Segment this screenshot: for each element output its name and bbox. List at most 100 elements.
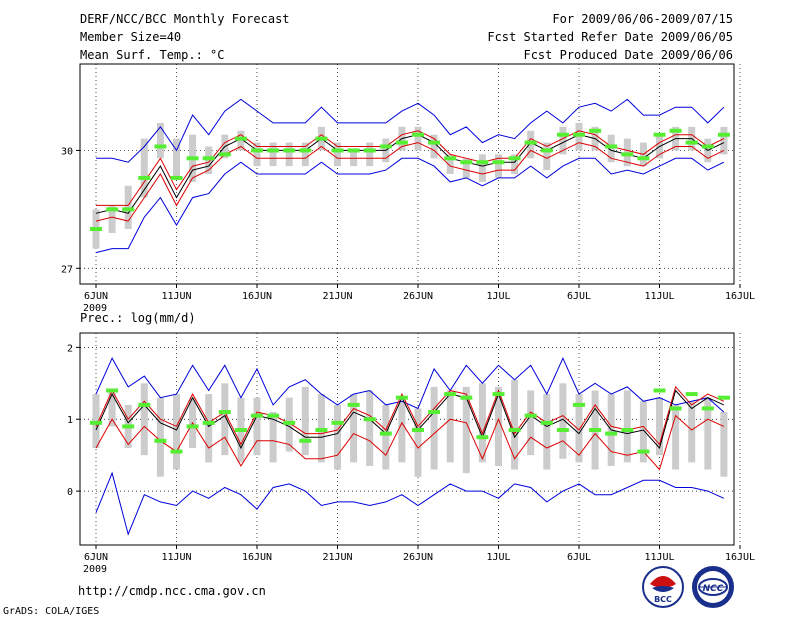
temp-box xyxy=(462,158,470,178)
precip-year-label: 2009 xyxy=(83,564,107,575)
precip-median-marker xyxy=(234,428,247,433)
precip-box xyxy=(495,386,502,466)
bcc-logo-text: BCC xyxy=(654,595,672,604)
temp-median-marker xyxy=(283,148,296,153)
precip-median-marker xyxy=(589,428,602,433)
temp-median-marker xyxy=(251,148,263,153)
precip-median-marker xyxy=(508,428,521,433)
precip-median-marker xyxy=(186,424,199,429)
grads-credit: GrADS: COLA/IGES xyxy=(3,606,99,617)
temp-median-marker xyxy=(299,148,312,153)
precip-xtick-label: 6JUL xyxy=(567,552,591,563)
header-period: For 2009/06/06-2009/07/15 xyxy=(552,12,733,26)
precip-median-marker xyxy=(685,392,698,397)
temp-median-marker xyxy=(379,144,392,149)
temp-box xyxy=(430,134,438,159)
temp-median-marker xyxy=(347,148,360,153)
precip-median-marker xyxy=(251,413,263,418)
temp-mean-line xyxy=(95,134,725,214)
temp-median-marker xyxy=(363,148,376,153)
temp-median-marker xyxy=(492,160,505,165)
precip-box xyxy=(350,394,358,463)
header-title: DERF/NCC/BCC Monthly Forecast xyxy=(80,12,290,26)
temperature-plot-frame xyxy=(79,63,735,285)
precip-box xyxy=(366,390,374,466)
precip-median-marker xyxy=(556,428,569,433)
temp-median-marker xyxy=(106,207,119,212)
precip-median-marker xyxy=(283,420,296,425)
precip-box xyxy=(108,390,116,427)
precip-box xyxy=(221,383,229,456)
header-member-size: Member Size=40 xyxy=(80,30,181,44)
precip-box xyxy=(156,397,164,477)
temp-xtick-label: 11JUL xyxy=(644,291,674,302)
precip-xtick-label: 6JUN xyxy=(84,552,108,563)
temp-median-marker xyxy=(170,175,183,180)
temp-lower-member-line xyxy=(95,142,725,222)
ncc-logo: NCC xyxy=(692,566,734,608)
precip-median-marker xyxy=(605,431,618,436)
precip-median-marker xyxy=(428,410,441,415)
temp-median-marker xyxy=(653,132,666,137)
precip-upper-member-line xyxy=(95,385,725,446)
precip-box xyxy=(205,394,213,463)
precip-xtick-label: 11JUN xyxy=(161,552,191,563)
precip-box xyxy=(639,401,647,463)
precip-box xyxy=(720,412,728,477)
precip-xtick-label: 11JUL xyxy=(644,552,674,563)
temp-median-marker xyxy=(573,132,585,137)
precip-box xyxy=(414,408,422,477)
temp-xtick-label: 11JUN xyxy=(161,291,191,302)
precip-median-marker xyxy=(412,428,424,433)
precip-median-marker xyxy=(267,413,280,418)
precip-median-marker xyxy=(476,435,489,440)
temp-box xyxy=(156,122,164,159)
temp-median-marker xyxy=(589,128,602,133)
temp-xtick-label: 26JUN xyxy=(403,291,433,302)
temp-xtick-label: 16JUL xyxy=(725,291,755,302)
precip-box xyxy=(623,390,631,463)
temp-box xyxy=(559,126,567,155)
temp-median-marker xyxy=(460,160,473,165)
precip-box xyxy=(140,383,148,456)
precip-box xyxy=(173,394,180,470)
precip-median-marker xyxy=(637,449,650,454)
temp-min-line xyxy=(95,157,725,254)
temp-median-marker xyxy=(476,160,489,165)
precip-box xyxy=(511,379,519,470)
temp-box xyxy=(253,142,261,167)
temp-box xyxy=(446,154,454,174)
precip-min-line xyxy=(95,471,725,536)
precip-median-marker xyxy=(460,395,473,400)
temp-median-marker xyxy=(540,148,553,153)
precip-box xyxy=(688,401,696,463)
precip-median-marker xyxy=(701,406,714,411)
header-variable: Mean Surf. Temp.: °C xyxy=(80,48,225,62)
temp-box xyxy=(301,142,309,167)
precip-box xyxy=(253,397,261,456)
precip-median-marker xyxy=(90,420,102,425)
precip-box xyxy=(559,383,567,459)
temp-upper-member-line xyxy=(96,130,725,206)
precip-xtick-label: 26JUN xyxy=(403,552,433,563)
precip-median-marker xyxy=(363,417,376,422)
precip-box xyxy=(575,394,583,463)
temp-box xyxy=(543,142,551,171)
precip-median-marker xyxy=(202,420,215,425)
precip-box xyxy=(269,412,277,463)
precip-box xyxy=(478,383,486,463)
precip-median-marker xyxy=(573,402,585,407)
temp-box xyxy=(720,126,728,155)
precip-median-marker xyxy=(331,420,344,425)
precip-median-marker xyxy=(717,395,730,400)
temp-median-marker xyxy=(669,128,682,133)
precip-box xyxy=(382,404,390,470)
precip-xtick-label: 16JUN xyxy=(242,552,272,563)
precip-mean-line xyxy=(95,389,725,450)
precip-median-marker xyxy=(653,388,666,393)
precip-median-marker xyxy=(524,413,537,418)
temp-median-marker xyxy=(621,152,634,157)
temp-box xyxy=(285,142,293,167)
temp-median-marker xyxy=(701,144,714,149)
precip-box xyxy=(430,386,438,470)
